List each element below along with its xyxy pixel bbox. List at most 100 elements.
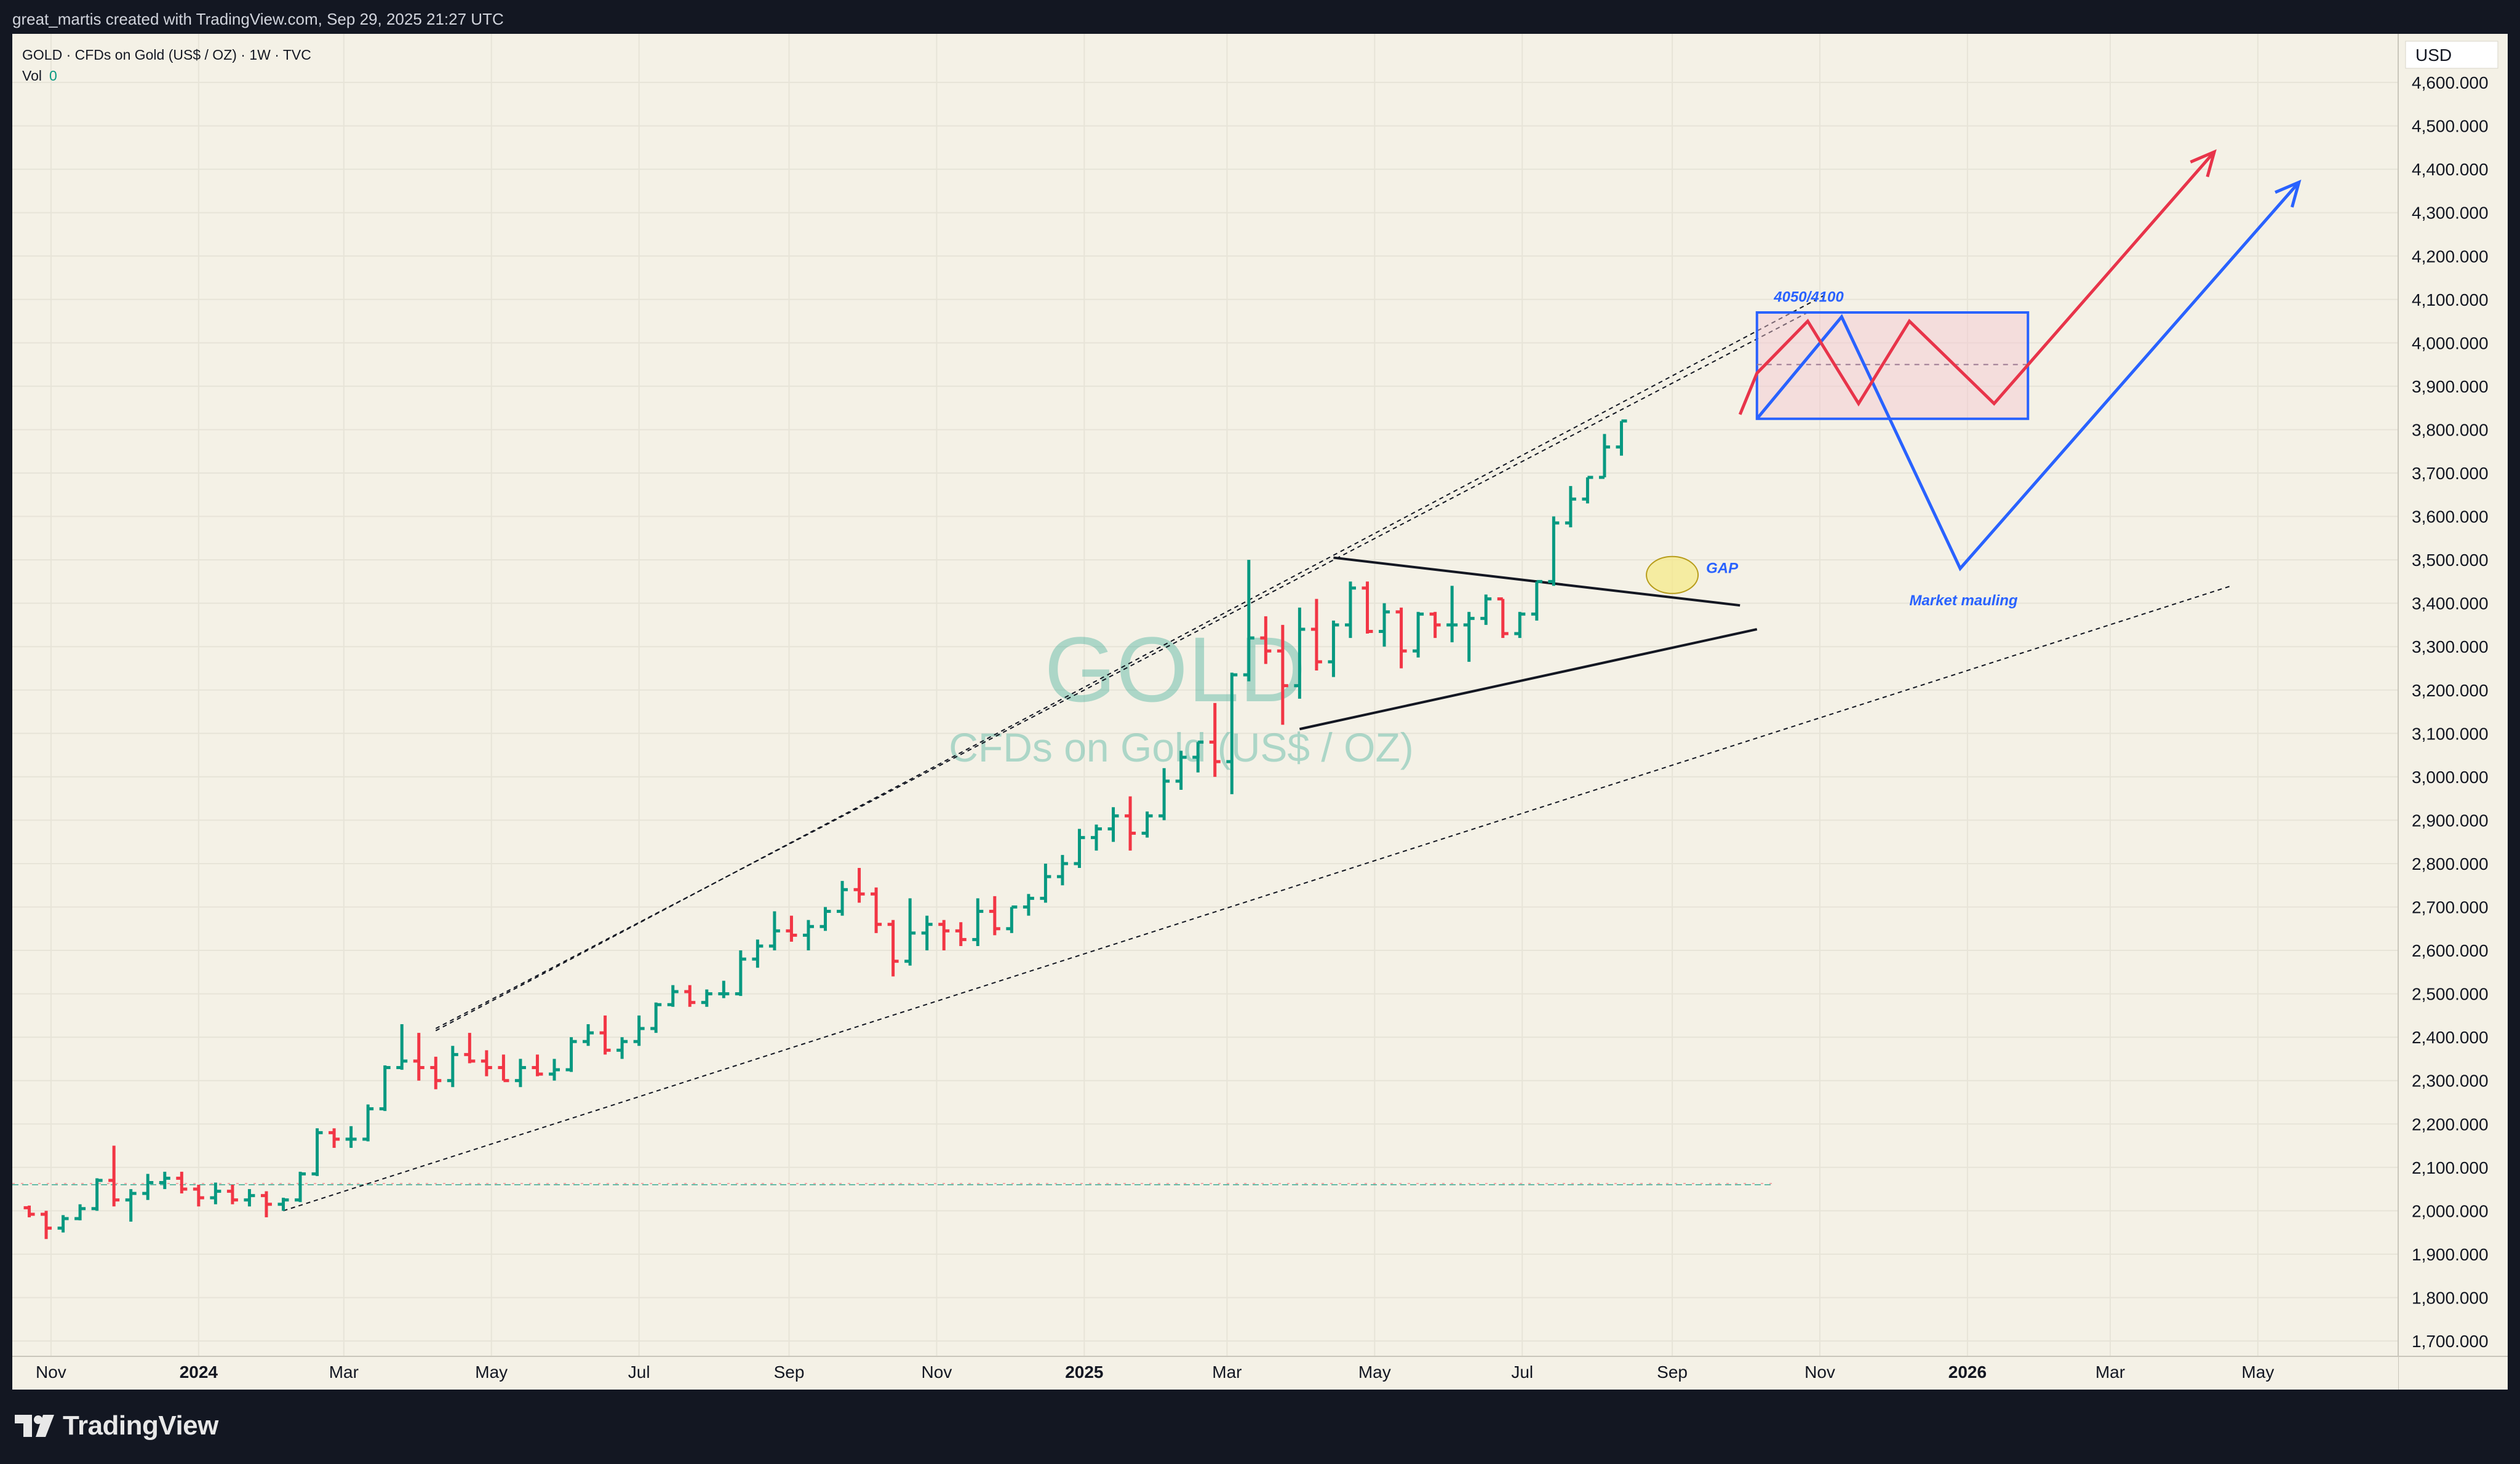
time-axis[interactable]: Nov 2024 Mar May Jul Sep Nov 2025 Mar May Jul Sep No… bbox=[12, 1356, 2508, 1390]
candle[interactable] bbox=[345, 1126, 357, 1148]
candle[interactable] bbox=[1209, 702, 1221, 777]
candle[interactable] bbox=[1379, 603, 1390, 647]
candle[interactable] bbox=[1446, 586, 1458, 643]
candle[interactable] bbox=[362, 1104, 374, 1142]
candle[interactable] bbox=[904, 898, 916, 966]
candle[interactable] bbox=[41, 1211, 52, 1239]
candle[interactable] bbox=[480, 1050, 492, 1076]
candle[interactable] bbox=[1023, 894, 1034, 916]
candle[interactable] bbox=[1243, 560, 1254, 682]
candle[interactable] bbox=[1192, 740, 1204, 773]
candle[interactable] bbox=[1531, 579, 1542, 621]
candle[interactable] bbox=[498, 1054, 509, 1083]
chart-area[interactable] bbox=[12, 34, 2508, 1390]
candle[interactable] bbox=[396, 1024, 408, 1070]
candle[interactable] bbox=[514, 1059, 526, 1088]
candle[interactable] bbox=[91, 1178, 103, 1211]
candle[interactable] bbox=[1429, 611, 1441, 639]
candle[interactable] bbox=[1158, 768, 1170, 821]
candle[interactable] bbox=[1395, 607, 1407, 669]
candle[interactable] bbox=[1056, 854, 1068, 886]
candle[interactable] bbox=[1125, 796, 1136, 851]
candle[interactable] bbox=[1260, 616, 1272, 664]
tradingview-logo[interactable]: TradingView bbox=[15, 1407, 218, 1444]
candle[interactable] bbox=[210, 1182, 221, 1204]
candle[interactable] bbox=[1074, 829, 1085, 869]
candle[interactable] bbox=[1344, 581, 1356, 639]
candle[interactable] bbox=[329, 1128, 340, 1148]
candle[interactable] bbox=[718, 981, 730, 998]
candle[interactable] bbox=[837, 881, 848, 916]
candle[interactable] bbox=[752, 939, 764, 968]
candle[interactable] bbox=[633, 1015, 645, 1046]
candle[interactable] bbox=[1480, 594, 1492, 625]
candle[interactable] bbox=[1226, 672, 1238, 795]
candle[interactable] bbox=[532, 1054, 543, 1076]
candle[interactable] bbox=[1582, 475, 1593, 504]
candle[interactable] bbox=[1616, 419, 1627, 456]
candle[interactable] bbox=[1107, 807, 1119, 842]
candle[interactable] bbox=[701, 989, 712, 1007]
projection-blue[interactable] bbox=[1755, 179, 2302, 571]
candle[interactable] bbox=[260, 1191, 272, 1217]
candle[interactable] bbox=[311, 1128, 323, 1176]
candle[interactable] bbox=[1277, 624, 1288, 725]
candle[interactable] bbox=[413, 1033, 425, 1081]
candle[interactable] bbox=[1463, 611, 1475, 662]
candle[interactable] bbox=[735, 950, 746, 997]
candle[interactable] bbox=[159, 1171, 170, 1190]
candle[interactable] bbox=[1006, 905, 1018, 933]
candle[interactable] bbox=[989, 896, 1000, 936]
price-axis[interactable]: USD 4,600.000 4,500.000 4,400.000 4,300.000 4… bbox=[2398, 34, 2508, 1390]
candle[interactable] bbox=[853, 868, 865, 903]
candle[interactable] bbox=[23, 1205, 35, 1217]
candle[interactable] bbox=[379, 1065, 391, 1112]
candle[interactable] bbox=[549, 1059, 560, 1081]
candle[interactable] bbox=[142, 1174, 154, 1200]
candle[interactable] bbox=[108, 1145, 120, 1207]
candle[interactable] bbox=[1091, 824, 1102, 851]
candle[interactable] bbox=[871, 887, 882, 933]
candle[interactable] bbox=[1565, 486, 1576, 528]
candle[interactable] bbox=[1548, 516, 1560, 586]
candle[interactable] bbox=[599, 1015, 611, 1055]
projection-red[interactable] bbox=[1738, 149, 2217, 415]
candle[interactable] bbox=[1413, 611, 1424, 658]
candle[interactable] bbox=[57, 1215, 69, 1233]
candle[interactable] bbox=[74, 1204, 86, 1220]
candle[interactable] bbox=[295, 1171, 306, 1203]
candle[interactable] bbox=[684, 985, 696, 1007]
channel-lower-line[interactable] bbox=[283, 585, 2231, 1212]
candle[interactable] bbox=[955, 922, 967, 946]
candle[interactable] bbox=[768, 911, 780, 951]
candle[interactable] bbox=[1141, 811, 1153, 838]
candle[interactable] bbox=[972, 898, 984, 946]
candle[interactable] bbox=[565, 1037, 577, 1072]
candle[interactable] bbox=[1497, 597, 1509, 639]
candle[interactable] bbox=[819, 907, 831, 931]
candle[interactable] bbox=[244, 1189, 255, 1207]
candle[interactable] bbox=[921, 915, 933, 951]
candle[interactable] bbox=[650, 1002, 662, 1033]
candle[interactable] bbox=[1328, 620, 1339, 677]
candle[interactable] bbox=[786, 915, 797, 942]
candle[interactable] bbox=[1294, 607, 1306, 699]
channel-upper-line-2[interactable] bbox=[435, 294, 1825, 1032]
symbol-legend[interactable]: GOLD · CFDs on Gold (US$ / OZ) · 1W · TV… bbox=[22, 44, 311, 86]
candle[interactable] bbox=[1514, 611, 1526, 639]
candle[interactable] bbox=[1175, 750, 1187, 790]
candle[interactable] bbox=[193, 1185, 204, 1207]
candle[interactable] bbox=[430, 1056, 442, 1089]
target-zone-box[interactable] bbox=[1755, 311, 2030, 420]
candle[interactable] bbox=[1362, 581, 1373, 634]
candle[interactable] bbox=[802, 920, 814, 951]
candle[interactable] bbox=[125, 1189, 137, 1222]
candle[interactable] bbox=[616, 1037, 628, 1059]
candle[interactable] bbox=[938, 920, 950, 951]
triangle-lower-line[interactable] bbox=[1299, 628, 1758, 731]
candle[interactable] bbox=[1310, 599, 1322, 671]
candle[interactable] bbox=[176, 1171, 188, 1194]
candle[interactable] bbox=[447, 1046, 458, 1088]
gap-highlight[interactable] bbox=[1646, 555, 1699, 594]
